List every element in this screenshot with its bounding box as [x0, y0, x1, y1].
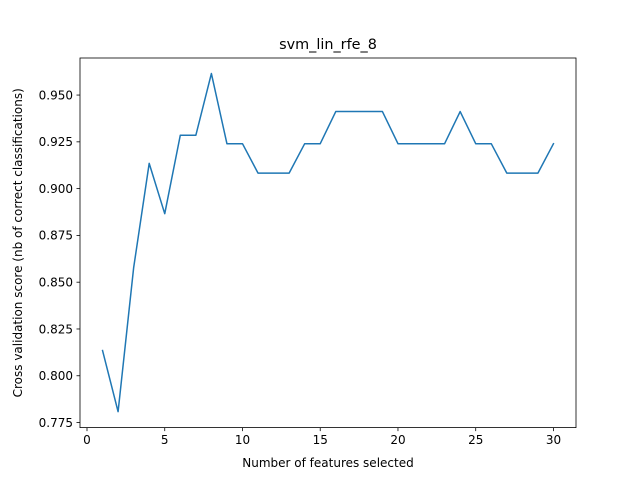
y-tick-label: 0.900: [39, 182, 73, 196]
x-tick-label: 5: [161, 433, 169, 447]
plot-area: [80, 58, 576, 428]
y-tick-label: 0.925: [39, 135, 73, 149]
x-tick-label: 0: [83, 433, 91, 447]
x-tick-label: 20: [390, 433, 405, 447]
x-tick-label: 25: [468, 433, 483, 447]
y-tick-label: 0.800: [39, 369, 73, 383]
chart-title: svm_lin_rfe_8: [279, 37, 377, 53]
x-axis-ticks: 0 5 10 15 20 25 30: [83, 427, 561, 447]
y-axis-label: Cross validation score (nb of correct cl…: [11, 88, 25, 397]
x-axis-label: Number of features selected: [242, 456, 413, 470]
axes-frame: [79, 57, 577, 429]
y-tick-label: 0.875: [39, 229, 73, 243]
y-tick-label: 0.775: [39, 416, 73, 430]
x-tick-label: 30: [546, 433, 561, 447]
y-tick-label: 0.850: [39, 275, 73, 289]
x-tick-label: 15: [313, 433, 328, 447]
y-tick-label: 0.950: [39, 88, 73, 102]
y-axis-ticks: 0.775 0.800 0.825 0.850 0.875 0.900 0.925 0.950: [39, 88, 80, 430]
y-tick-label: 0.825: [39, 322, 73, 336]
series-line: [101, 72, 555, 413]
x-tick-label: 10: [235, 433, 250, 447]
